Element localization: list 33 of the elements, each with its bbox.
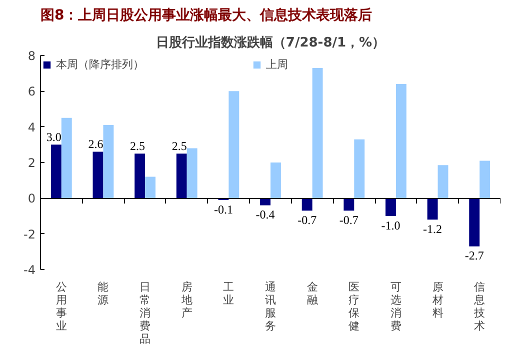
data-label: 2.6: [88, 137, 104, 152]
x-tick-label: 公用事业: [56, 280, 67, 332]
x-tick-label: 工业: [223, 280, 234, 306]
data-label: 3.0: [46, 130, 62, 144]
data-label: 2.5: [172, 139, 187, 154]
y-tick-label: 8: [28, 49, 36, 63]
x-tick-label: 房地产: [180, 280, 192, 320]
data-label: -0.7: [298, 213, 317, 227]
legend-label: 本周（降序排列）: [56, 57, 144, 72]
x-tick-label: 信息技术: [473, 280, 486, 332]
x-tick-label: 通讯服务: [265, 280, 276, 332]
data-label: 2.5: [130, 139, 146, 154]
data-label: -1.0: [381, 218, 400, 232]
y-tick-label: -2: [24, 227, 36, 242]
legend-label: 上周: [266, 57, 288, 72]
chart-title: 图8：上周日股公用事业涨幅最大、信息技术表现落后: [40, 6, 372, 24]
x-tick-label: 医疗保健: [348, 280, 360, 332]
x-tick-label: 可选消费: [390, 280, 402, 332]
y-tick-label: 2: [28, 156, 36, 170]
data-label: -1.2: [423, 222, 442, 236]
y-tick-label: -4: [24, 263, 36, 277]
data-label: -0.7: [339, 213, 358, 227]
y-tick-label: 6: [28, 84, 36, 99]
data-label: -2.7: [464, 248, 484, 263]
data-label: -0.4: [256, 208, 275, 222]
chart-subtitle: 日股行业指数涨跌幅（7/28-8/1，%）: [156, 36, 386, 50]
x-tick-label: 能源: [98, 280, 109, 306]
y-tick-label: 4: [28, 120, 36, 134]
y-tick-label: 0: [28, 192, 36, 206]
x-tick-label: 日常消费品: [140, 280, 151, 346]
data-label: -0.1: [214, 202, 233, 216]
x-tick-label: 金融: [306, 280, 318, 306]
x-tick-label: 原材料: [431, 280, 444, 320]
